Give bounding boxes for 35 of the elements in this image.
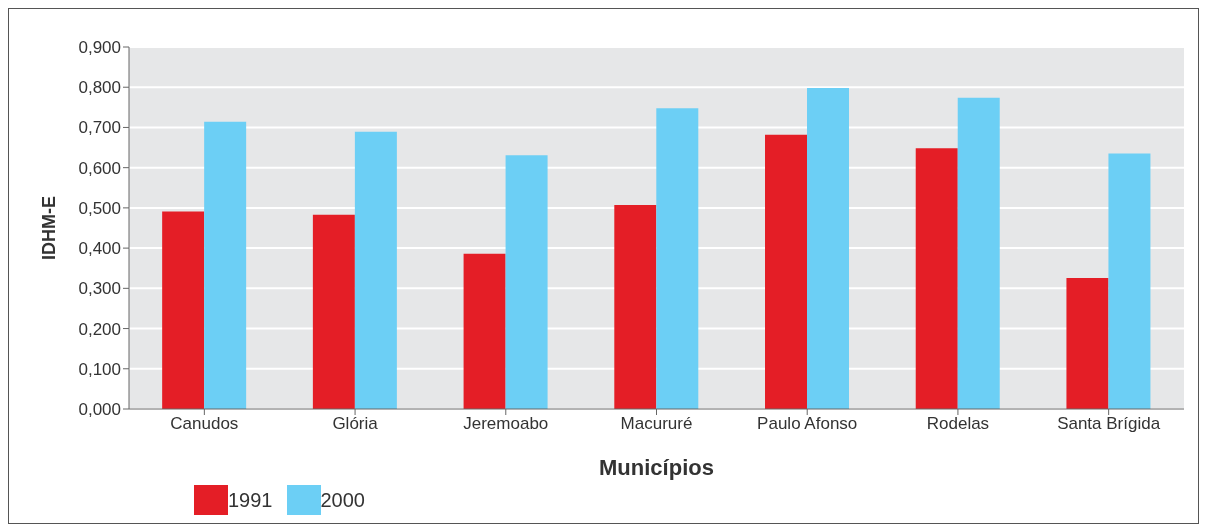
bar [614, 205, 657, 409]
legend-label: 1991 [228, 488, 273, 512]
y-tick-label: 0,100 [78, 359, 121, 379]
bar [463, 253, 506, 409]
y-axis-title: IDHM-E [39, 196, 60, 260]
bar [807, 88, 850, 409]
x-tick-label: Jeremoabo [463, 414, 549, 434]
bar [656, 108, 699, 409]
x-tick-label: Glória [332, 414, 379, 434]
x-tick-label: Paulo Afonso [757, 414, 858, 434]
bar [312, 214, 355, 409]
bar [957, 97, 1000, 409]
bar [915, 148, 958, 409]
bar [354, 131, 397, 409]
bar [505, 155, 548, 409]
legend-label: 2000 [320, 488, 365, 512]
bar [1066, 277, 1109, 409]
y-tick-label: 0,900 [78, 38, 121, 58]
x-tick-label: Macururé [620, 414, 693, 434]
bar [204, 121, 247, 409]
y-tick-label: 0,300 [78, 279, 121, 299]
x-tick-label: Canudos [170, 414, 239, 434]
bar [1108, 153, 1151, 409]
y-tick-label: 0,800 [78, 78, 121, 98]
y-tick-label: 0,500 [78, 198, 121, 218]
bar [162, 211, 205, 409]
bar [765, 134, 808, 409]
y-tick-label: 0,400 [78, 239, 121, 259]
x-axis-title: Municípios [599, 455, 714, 480]
x-tick-label: Rodelas [926, 414, 990, 434]
y-tick-label: 0,700 [78, 118, 121, 138]
y-tick-label: 0,200 [78, 319, 121, 339]
x-tick-label: Santa Brígida [1057, 414, 1161, 434]
y-tick-label: 0,000 [78, 400, 121, 420]
y-tick-label: 0,600 [78, 158, 121, 178]
